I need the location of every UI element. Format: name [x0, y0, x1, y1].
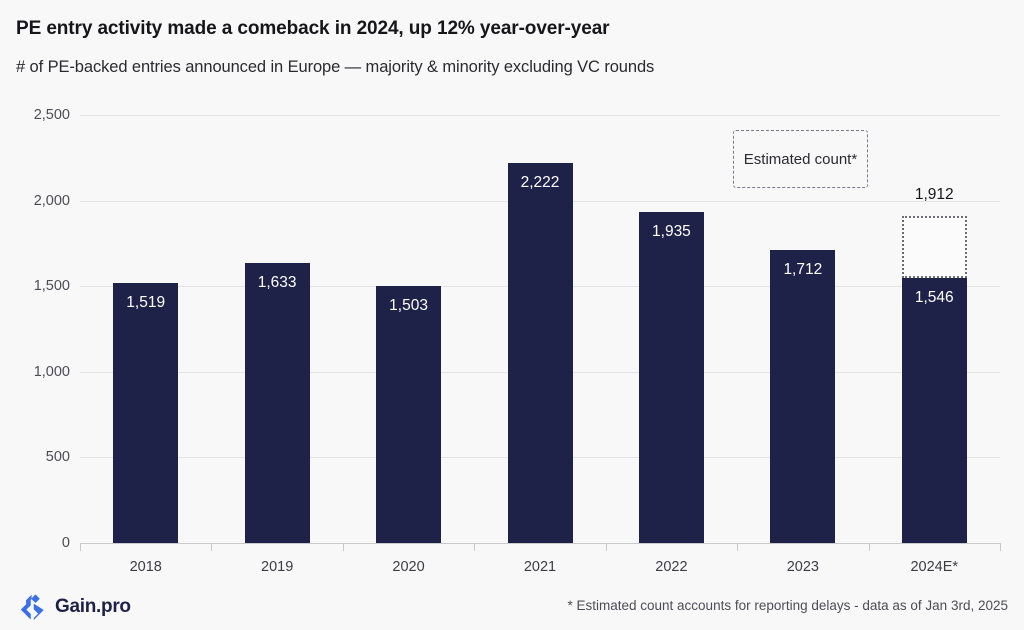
x-axis-tick [474, 543, 476, 551]
chart-footnote: * Estimated count accounts for reporting… [567, 598, 1008, 613]
bar-value-label: 1,503 [389, 296, 428, 314]
brand-logo: Gain.pro [18, 593, 131, 621]
bar[interactable] [376, 285, 442, 543]
chart-title: PE entry activity made a comeback in 202… [16, 18, 610, 39]
x-axis-tick-label: 2020 [392, 559, 425, 575]
x-axis-tick-label: 2023 [786, 559, 819, 575]
y-axis-tick-label: 2,500 [33, 107, 70, 123]
gainpro-logo-icon [20, 594, 44, 620]
bar[interactable] [901, 278, 967, 543]
bar[interactable] [244, 263, 310, 543]
x-axis-tick [605, 543, 607, 551]
bar-group[interactable]: 1,935 [638, 115, 704, 543]
y-axis-tick-label: 0 [61, 535, 70, 551]
bar-group[interactable]: 1,633 [244, 115, 310, 543]
bar-value-label: 1,519 [126, 293, 166, 311]
estimated-total-label: 1,912 [914, 185, 954, 203]
x-axis-tick [342, 543, 344, 551]
x-axis-line [80, 543, 1000, 544]
bar-value-label: 2,222 [520, 173, 560, 191]
bar[interactable] [638, 211, 704, 543]
bar-group[interactable]: 2,222 [507, 115, 573, 543]
y-axis-tick-label: 1,000 [33, 363, 70, 380]
x-axis-tick [211, 543, 213, 551]
x-axis-tick [868, 543, 870, 551]
x-axis-tick-label: 2024E* [910, 559, 959, 575]
x-axis-tick-label: 2018 [129, 559, 162, 575]
estimated-count-annotation: Estimated count* [733, 130, 868, 188]
bar[interactable] [113, 282, 179, 543]
x-axis-tick-label: 2021 [523, 559, 557, 575]
estimated-segment[interactable] [901, 215, 967, 279]
brand-name: Gain.pro [55, 596, 131, 617]
x-axis-tick [80, 543, 81, 551]
x-axis-tick-label: 2022 [655, 559, 688, 575]
x-axis-tick [737, 543, 739, 551]
x-axis-tick-label: 2019 [261, 559, 294, 575]
bar-value-label: 1,712 [783, 260, 823, 278]
chart-subtitle: # of PE-backed entries announced in Euro… [16, 58, 655, 76]
bar[interactable] [770, 249, 836, 543]
bar-value-label: 1,935 [652, 222, 691, 240]
bar-group[interactable]: 1,712 [770, 115, 836, 543]
x-axis-tick [1000, 543, 1001, 551]
plot-area: 1,519 1,633 1,503 2,222 1,935 1,712 1,546 1,912 [80, 115, 1000, 544]
bar-group[interactable]: 1,546 1,912 [901, 115, 967, 543]
y-axis-tick-label: 2,000 [33, 192, 70, 209]
bar-value-label: 1,633 [257, 274, 297, 292]
bar-group[interactable]: 1,519 [113, 115, 179, 543]
y-axis-tick-label: 1,500 [33, 278, 70, 295]
bar[interactable] [507, 162, 573, 543]
bar-group[interactable]: 1,503 [376, 115, 442, 543]
bar-value-label: 1,546 [914, 289, 954, 307]
y-axis-tick-label: 500 [45, 449, 70, 466]
gridline [80, 115, 1000, 116]
